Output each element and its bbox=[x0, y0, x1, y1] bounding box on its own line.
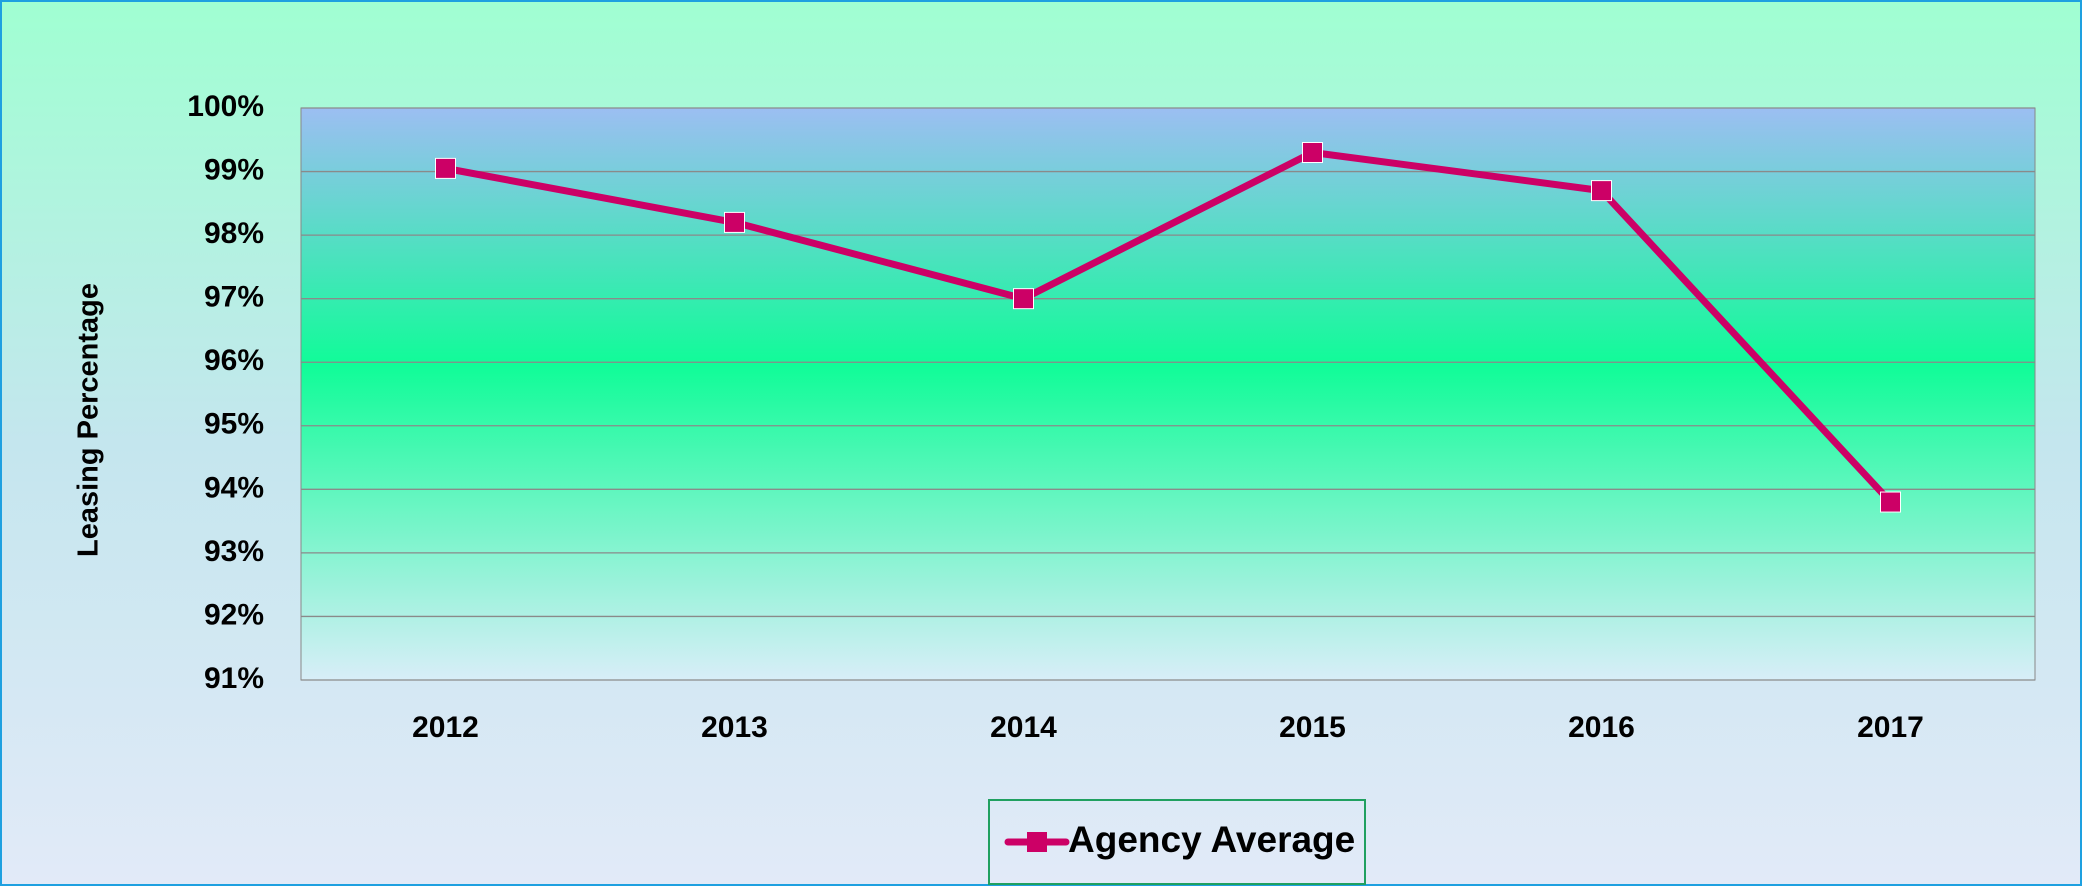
legend-marker bbox=[1027, 832, 1047, 852]
y-tick-label: 99% bbox=[204, 153, 264, 186]
marker bbox=[1013, 288, 1034, 310]
marker bbox=[1591, 180, 1612, 202]
y-tick-label: 97% bbox=[204, 281, 264, 314]
x-tick-label: 2014 bbox=[990, 711, 1057, 744]
legend-label: Agency Average bbox=[1068, 819, 1355, 860]
x-tick-label: 2013 bbox=[701, 711, 768, 744]
x-tick-label: 2016 bbox=[1568, 711, 1635, 744]
series-line bbox=[444, 148, 1894, 505]
legend bbox=[988, 799, 1366, 885]
y-tick-label: 91% bbox=[204, 662, 264, 695]
plot-area bbox=[300, 107, 2036, 681]
y-tick-label: 95% bbox=[204, 408, 264, 441]
marker bbox=[435, 157, 456, 179]
marker bbox=[724, 211, 745, 233]
x-tick-label: 2017 bbox=[1857, 711, 1924, 744]
y-axis-title: Leasing Percentage bbox=[73, 283, 105, 557]
y-tick-label: 93% bbox=[204, 535, 264, 568]
y-tick-label: 94% bbox=[204, 471, 264, 504]
y-tick-label: 100% bbox=[187, 90, 264, 123]
y-tick-label: 92% bbox=[204, 598, 264, 631]
y-tick-label: 96% bbox=[204, 344, 264, 377]
x-tick-label: 2012 bbox=[412, 711, 479, 744]
marker bbox=[1302, 141, 1323, 163]
y-tick-label: 98% bbox=[204, 217, 264, 250]
x-tick-label: 2015 bbox=[1279, 711, 1346, 744]
marker bbox=[1880, 491, 1901, 513]
